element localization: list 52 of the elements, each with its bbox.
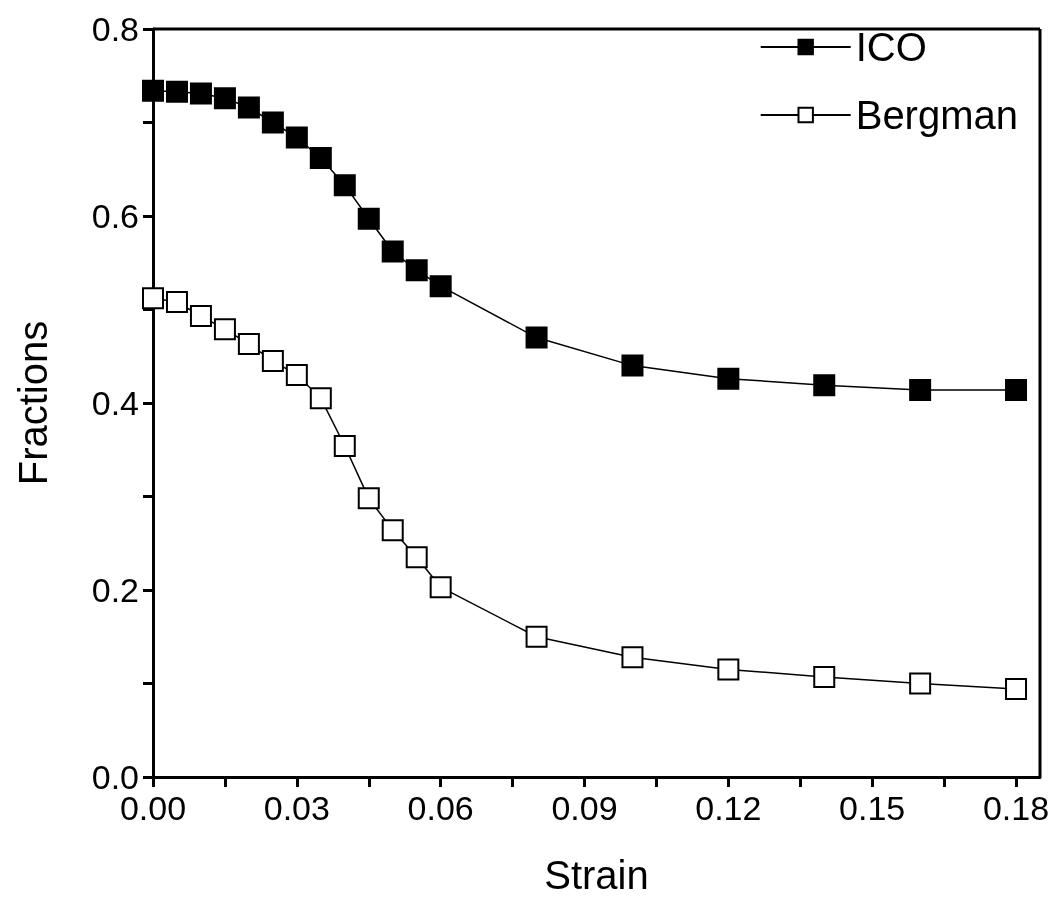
point bbox=[333, 435, 356, 458]
point bbox=[717, 367, 740, 390]
point bbox=[189, 305, 212, 328]
point bbox=[213, 318, 236, 341]
point bbox=[429, 275, 452, 298]
y-tick-label: 0.2 bbox=[91, 571, 139, 609]
y-tick-label: 0.4 bbox=[91, 384, 139, 422]
point bbox=[405, 259, 428, 282]
point bbox=[429, 576, 452, 599]
point bbox=[237, 96, 260, 119]
point bbox=[142, 79, 164, 102]
point bbox=[165, 80, 188, 103]
x-tick-label: 0.12 bbox=[695, 789, 762, 827]
y-tick-label: 0.8 bbox=[91, 10, 139, 48]
x-tick-label: 0.03 bbox=[263, 789, 330, 827]
x-tick-label: 0.09 bbox=[551, 789, 618, 827]
point bbox=[261, 349, 284, 372]
point bbox=[525, 326, 548, 349]
point bbox=[309, 387, 332, 410]
point bbox=[285, 363, 308, 386]
point bbox=[525, 625, 548, 648]
x-tick-label: 0.15 bbox=[839, 789, 906, 827]
point bbox=[165, 291, 188, 314]
point bbox=[142, 287, 164, 310]
y-tick-label: 0.6 bbox=[91, 197, 139, 235]
legend-label: Bergman bbox=[855, 93, 1019, 137]
point bbox=[381, 240, 404, 263]
point bbox=[213, 87, 236, 110]
point bbox=[237, 333, 260, 356]
y-axis-title: Fractions bbox=[11, 320, 55, 486]
x-axis-title: Strain bbox=[544, 853, 649, 897]
point bbox=[621, 354, 644, 377]
point bbox=[717, 658, 740, 681]
point bbox=[405, 546, 428, 569]
point bbox=[1005, 678, 1028, 701]
point bbox=[285, 126, 308, 149]
point bbox=[189, 82, 212, 105]
point bbox=[357, 207, 380, 230]
x-tick-label: 0.06 bbox=[407, 789, 474, 827]
point bbox=[381, 519, 404, 542]
point bbox=[813, 665, 836, 688]
point bbox=[909, 672, 932, 695]
point bbox=[261, 111, 284, 134]
legend-label: ICO bbox=[855, 25, 927, 69]
point bbox=[333, 174, 356, 197]
point bbox=[1005, 378, 1028, 401]
point bbox=[309, 147, 332, 170]
point bbox=[357, 487, 380, 510]
point bbox=[621, 646, 644, 669]
point bbox=[909, 378, 932, 401]
x-tick-label: 0.18 bbox=[982, 789, 1050, 827]
point bbox=[813, 374, 836, 397]
